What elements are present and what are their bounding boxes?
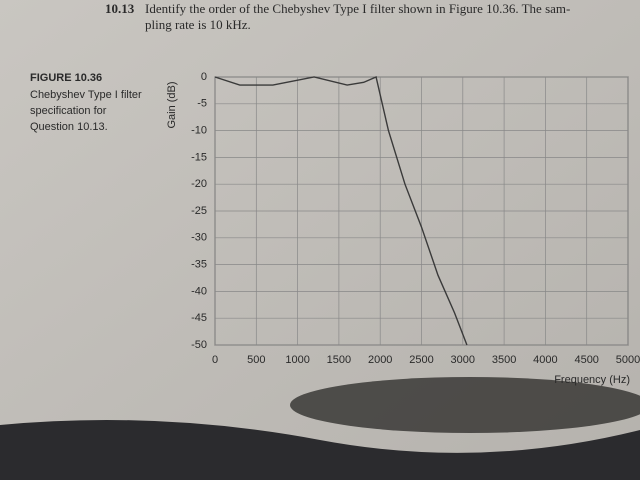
- x-tick-label: 2000: [368, 354, 392, 366]
- x-tick-label: 3000: [451, 354, 475, 366]
- y-tick-label: -35: [191, 259, 207, 271]
- y-tick-label: -50: [191, 339, 207, 351]
- y-axis-label: Gain (dB): [166, 81, 178, 128]
- x-tick-label: 4500: [574, 354, 598, 366]
- x-tick-label: 1000: [285, 354, 309, 366]
- data-line: [214, 76, 468, 346]
- y-tick-label: -5: [197, 98, 207, 110]
- y-tick-label: -30: [191, 232, 207, 244]
- y-tick-label: -25: [191, 205, 207, 217]
- x-tick-label: 4000: [533, 354, 557, 366]
- question-line: pling rate is 10 kHz.: [145, 17, 251, 32]
- x-tick-label: 0: [212, 354, 218, 366]
- y-tick-label: -45: [191, 312, 207, 324]
- x-tick-label: 5000: [616, 354, 640, 366]
- shadow: [290, 377, 640, 433]
- x-tick-label: 1500: [327, 354, 351, 366]
- caption-label: FIGURE 10.36: [30, 72, 102, 84]
- y-tick-label: -20: [191, 178, 207, 190]
- caption-line: specification for: [30, 105, 107, 117]
- y-tick-label: -40: [191, 285, 207, 297]
- question-line: Identify the order of the Chebyshev Type…: [145, 1, 570, 16]
- x-tick-label: 500: [247, 354, 265, 366]
- caption-line: Chebyshev Type I filter: [30, 89, 142, 101]
- y-tick-label: -15: [191, 151, 207, 163]
- x-tick-label: 2500: [409, 354, 433, 366]
- y-tick-label: 0: [201, 71, 207, 83]
- y-tick-label: -10: [191, 125, 207, 137]
- caption-line: Question 10.13.: [30, 121, 108, 133]
- fabric: [0, 420, 640, 480]
- x-tick-label: 3500: [492, 354, 516, 366]
- question-number: 10.13: [105, 1, 135, 16]
- x-axis-label: Frequency (Hz): [554, 374, 630, 386]
